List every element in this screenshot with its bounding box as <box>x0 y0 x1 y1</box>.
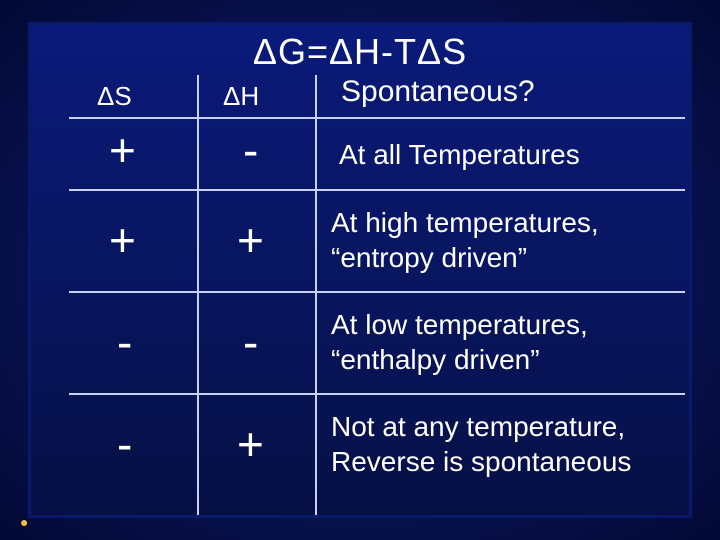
row0-desc: At all Temperatures <box>339 137 580 172</box>
header-delta-h: ΔH <box>223 81 259 112</box>
grid-hline <box>69 117 685 119</box>
row2-delta-h: - <box>243 315 258 369</box>
header-spontaneous: Spontaneous? <box>341 75 535 109</box>
grid-hline <box>69 291 685 293</box>
row2-delta-s: - <box>117 315 132 369</box>
row3-delta-s: - <box>117 417 132 471</box>
header-delta-s: ΔS <box>97 81 132 112</box>
row0-delta-s: + <box>109 123 136 177</box>
slide-frame: ΔG=ΔH-TΔS ΔS ΔH Spontaneous? + - At all … <box>28 22 692 518</box>
slide-bullet-icon: ● <box>20 514 28 530</box>
row2-desc: At low temperatures, “enthalpy driven” <box>331 307 588 377</box>
row3-desc: Not at any temperature, Reverse is spont… <box>331 409 631 479</box>
row0-delta-h: - <box>243 123 258 177</box>
grid-hline <box>69 189 685 191</box>
grid-vline <box>197 75 199 515</box>
grid-vline <box>315 75 317 515</box>
row1-delta-s: + <box>109 213 136 267</box>
row1-desc: At high temperatures, “entropy driven” <box>331 205 599 275</box>
equation-title: ΔG=ΔH-TΔS <box>31 31 689 73</box>
row1-delta-h: + <box>237 213 264 267</box>
row3-delta-h: + <box>237 417 264 471</box>
grid-hline <box>69 393 685 395</box>
